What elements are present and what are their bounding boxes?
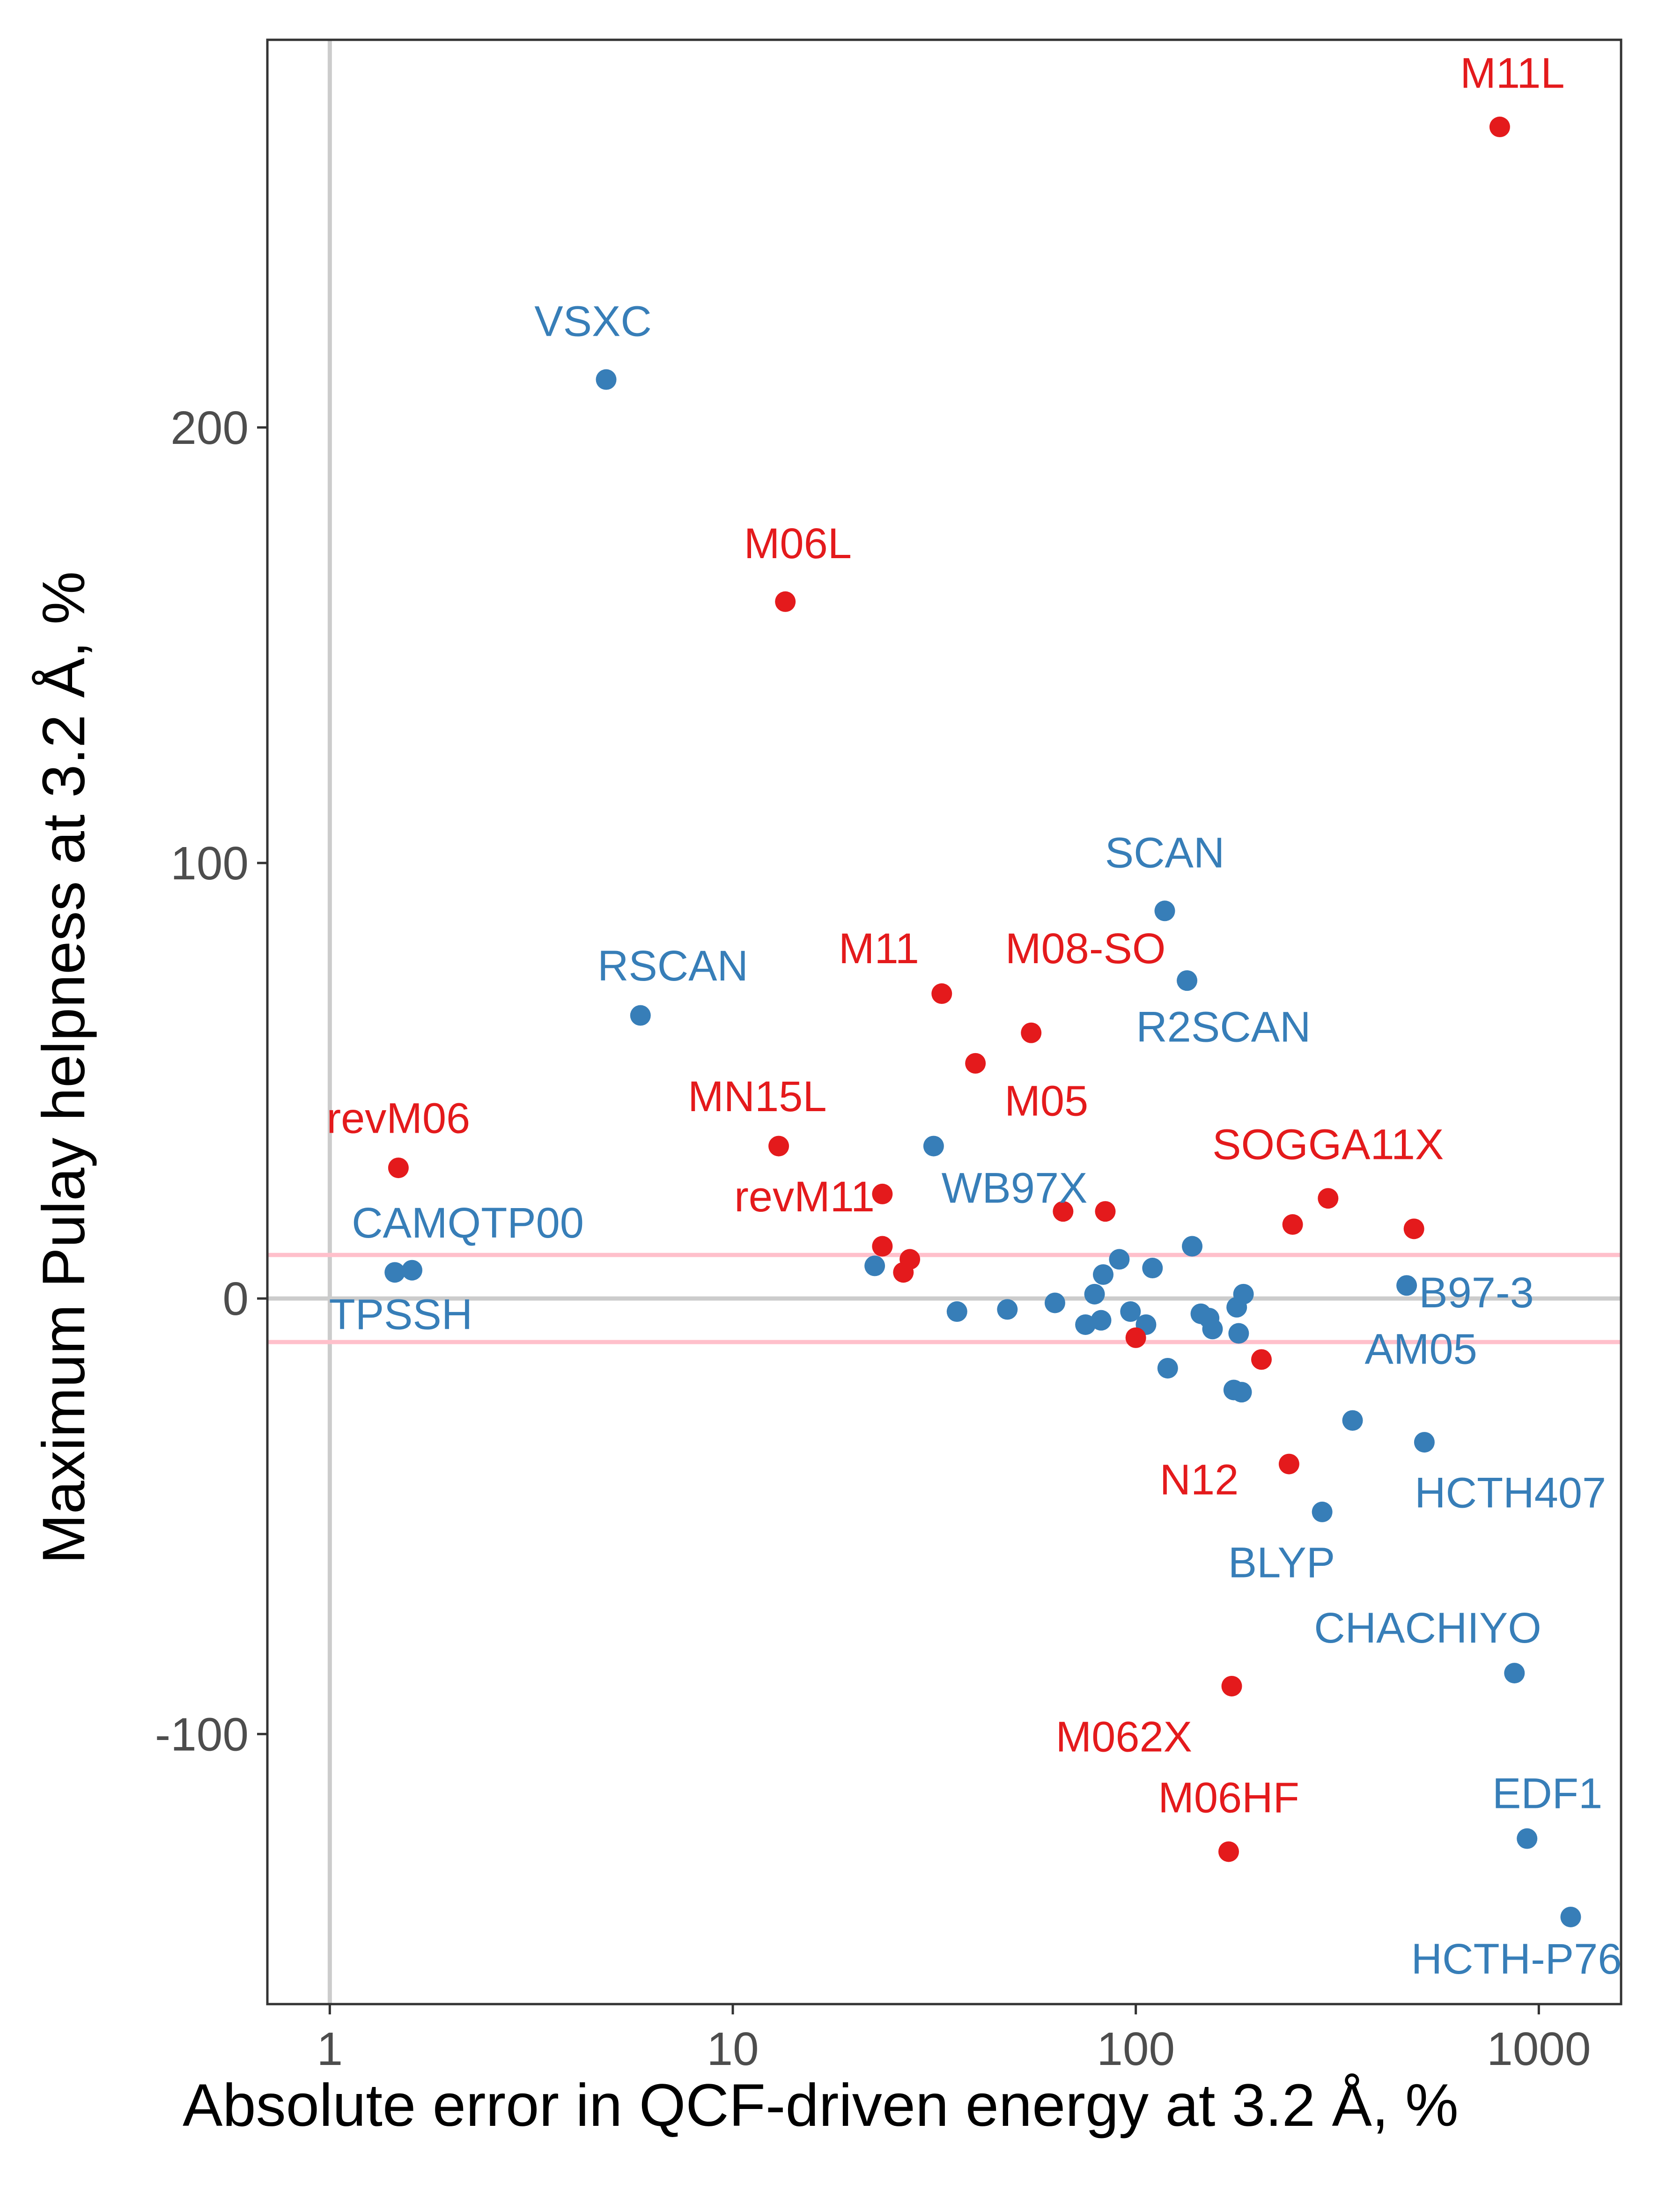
data-point [1177,970,1198,991]
data-point [997,1299,1018,1320]
point-label: M06L [744,520,852,568]
data-point [1251,1349,1272,1370]
point-label: revM06 [326,1095,470,1143]
x-tick-label: 10 [707,2023,759,2075]
y-tick-label: -100 [155,1708,249,1761]
data-point [1093,1264,1114,1285]
data-point [1504,1663,1525,1684]
y-axis-title: Maximum Pulay helpness at 3.2 Å, % [30,571,97,1564]
data-point [1142,1258,1163,1279]
data-point [768,1135,789,1157]
data-point [384,1262,406,1283]
data-point [1157,1357,1178,1379]
data-point [630,1005,651,1026]
data-point [1489,117,1510,138]
data-point [1182,1236,1203,1257]
point-label: SCAN [1105,829,1225,877]
point-label: HCTH-P76 [1411,1935,1622,1983]
panel-frame [266,38,1622,2006]
data-point [1403,1218,1424,1239]
data-point [1228,1323,1249,1344]
data-point [1282,1214,1303,1235]
data-point [1125,1327,1146,1348]
data-point [1021,1022,1042,1043]
x-tick-label: 1 [317,2023,343,2075]
data-point [1044,1292,1065,1313]
data-point [1560,1906,1581,1927]
point-label: EDF1 [1492,1770,1602,1817]
point-label: TPSSH [329,1290,473,1338]
data-point [775,591,796,612]
point-label: N12 [1160,1456,1239,1504]
point-label: VSXC [534,298,652,346]
data-point [1342,1410,1363,1431]
x-tick-label: 100 [1097,2023,1175,2075]
point-label: CHACHIYO [1314,1604,1541,1652]
data-point [1109,1249,1130,1270]
data-point [1075,1314,1096,1335]
data-point [965,1053,986,1074]
data-point [1226,1297,1247,1318]
point-label: M06HF [1158,1774,1299,1822]
point-label: M11L [1460,49,1564,97]
panel-content: M11L VSXC M06L SCAN R2SCAN RSCAN M11 M08-SO M05 M… [267,40,1622,2004]
data-point [864,1255,885,1276]
data-point [872,1236,893,1257]
point-label: R2SCAN [1136,1003,1311,1051]
data-point [1231,1382,1252,1403]
plot-panel: M11L VSXC M06L SCAN R2SCAN RSCAN M11 M08-SO M05 M… [267,40,1622,2004]
point-label: SOGGA11X [1212,1121,1444,1168]
data-point [1154,900,1175,922]
data-point [1084,1283,1105,1305]
data-point [1053,1201,1074,1222]
point-label: revM11 [734,1173,875,1221]
point-label: BLYP [1228,1539,1335,1586]
data-point [1312,1501,1333,1522]
point-label: M11 [839,925,919,973]
x-tick-label: 1000 [1487,2023,1591,2075]
point-label: CAMQTP00 [352,1199,584,1247]
axes: 1 10 100 1000 -100 0 100 200 [155,38,1622,2075]
data-point [931,983,952,1004]
data-point [1095,1201,1116,1222]
data-point [401,1260,422,1281]
data-point [1221,1675,1242,1696]
point-label: M08-SO [1005,925,1166,973]
point-label: M062X [1056,1713,1193,1761]
data-point [1091,1310,1112,1331]
data-point [596,369,617,390]
point-label: WB97X [942,1165,1088,1212]
y-tick-label: 0 [222,1273,249,1325]
data-point [388,1158,409,1179]
data-point [1318,1188,1339,1209]
y-tick-label: 100 [170,837,249,890]
data-point [1202,1319,1223,1340]
data-point [1414,1432,1435,1453]
data-point [1517,1828,1538,1849]
data-point [1396,1275,1417,1296]
data-point [893,1262,914,1283]
data-point [1218,1841,1239,1862]
data-point [1120,1301,1141,1322]
point-label: M05 [1004,1077,1088,1125]
x-axis-title: Absolute error in QCF-driven energy at 3… [183,2072,1459,2139]
point-label: HCTH407 [1415,1469,1606,1517]
point-label: MN15L [688,1073,827,1121]
point-label: B97-3 [1419,1269,1534,1317]
data-point [923,1135,944,1157]
point-label: RSCAN [597,942,748,990]
data-point [1278,1453,1299,1475]
point-label: AM05 [1364,1326,1477,1373]
data-point [946,1301,967,1322]
y-tick-label: 200 [170,402,249,454]
data-point [872,1183,893,1204]
